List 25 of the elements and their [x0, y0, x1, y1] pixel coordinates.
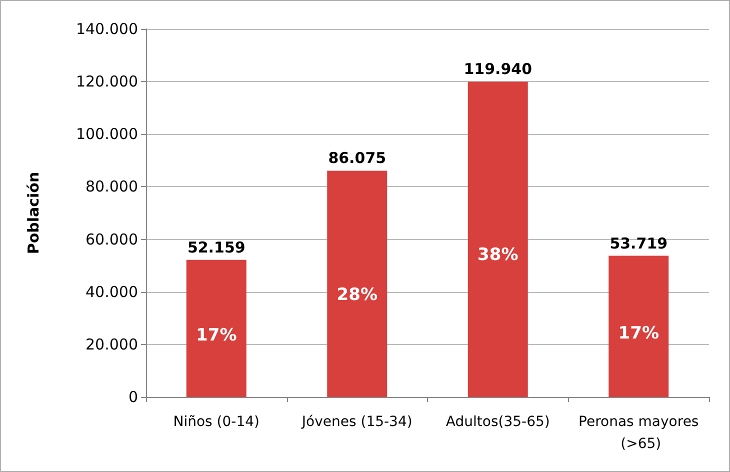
annotation: 38% [478, 245, 518, 266]
x-tick-label: Peronas mayores (>65) [578, 414, 699, 452]
data-label: 86.075 [328, 149, 386, 168]
annotation: 17% [196, 325, 237, 346]
y-axis-title: Población [24, 172, 42, 254]
annotation: 28% [336, 285, 378, 306]
x-tick-label: Adultos(35-65) [446, 414, 550, 430]
x-tick-label: Niños (0-14) [173, 414, 260, 430]
annotation: 17% [618, 323, 659, 344]
bar [186, 260, 246, 397]
y-tick-label: 140.000 [76, 20, 138, 38]
data-label: 52.159 [187, 238, 246, 256]
x-tick-label: Jóvenes (15-34) [300, 414, 412, 430]
data-label: 119.940 [464, 60, 532, 78]
data-label: 53.719 [610, 234, 668, 252]
bar [608, 256, 669, 397]
y-tick-label: 60.000 [86, 230, 138, 248]
bar [468, 82, 528, 397]
y-tick-label: 20.000 [86, 335, 138, 354]
y-tick-label: 100.000 [76, 125, 138, 144]
y-tick-label: 0 [128, 388, 138, 406]
y-tick-label: 120.000 [76, 72, 138, 91]
bar [327, 170, 388, 397]
y-tick-label: 40.000 [86, 282, 138, 301]
y-tick-label: 80.000 [86, 178, 138, 196]
